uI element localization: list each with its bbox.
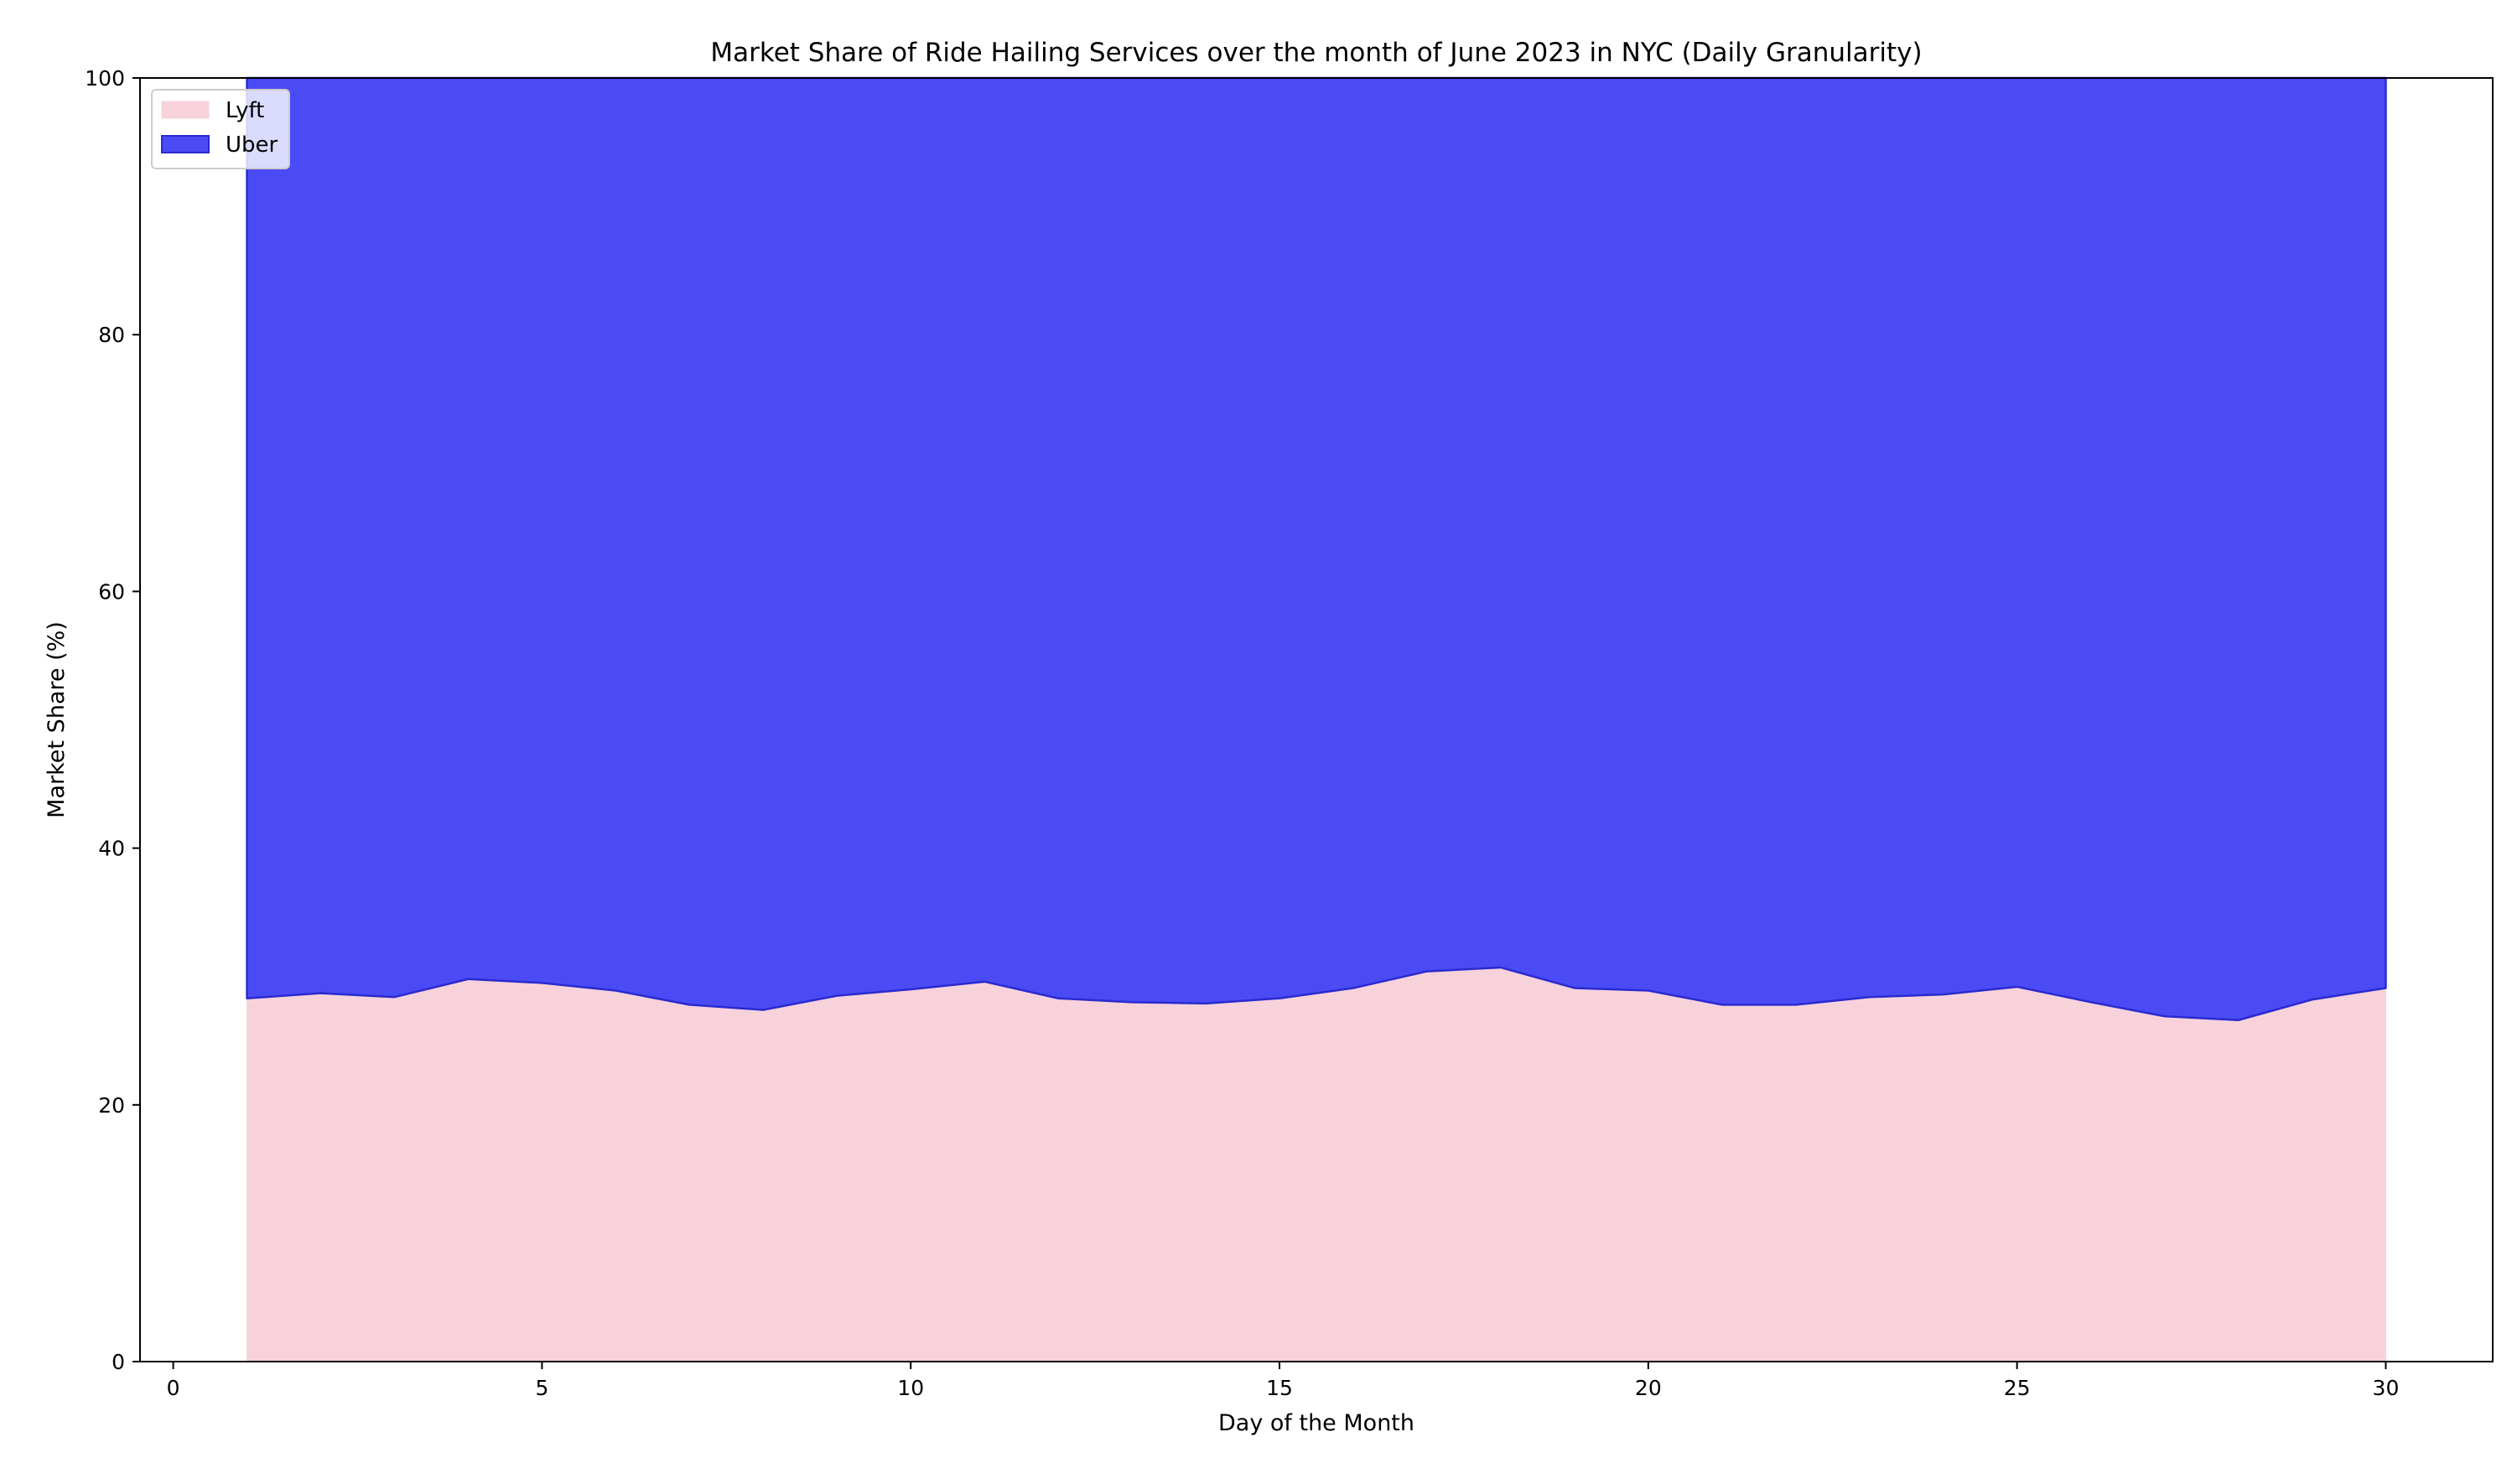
x-axis-label: Day of the Month: [1218, 1410, 1414, 1436]
x-tick-label: 30: [2373, 1376, 2400, 1400]
area-lyft: [247, 967, 2386, 1362]
y-tick-label: 80: [98, 323, 125, 347]
area-uber: [246, 76, 2387, 1021]
chart-title: Market Share of Ride Hailing Services ov…: [710, 38, 1922, 68]
areas-layer: [246, 76, 2387, 1362]
y-axis-label: Market Share (%): [44, 621, 70, 818]
y-tick-label: 100: [85, 66, 125, 91]
x-tick-label: 5: [535, 1376, 548, 1400]
plot-frame: [139, 77, 2494, 1362]
legend-label-uber: Uber: [226, 132, 278, 158]
legend-swatch-uber: [161, 135, 210, 153]
y-tick-label: 0: [112, 1350, 125, 1374]
x-tick-label: 10: [897, 1376, 924, 1400]
x-tick-label: 25: [2004, 1376, 2031, 1400]
x-tick-label: 0: [167, 1376, 180, 1400]
y-tick-label: 40: [98, 837, 125, 861]
ticks-layer: 0 5 10 15 20 25 30 0 20 40 60 80 100: [85, 66, 2399, 1400]
x-tick-label: 20: [1635, 1376, 1662, 1400]
legend-swatch-lyft: [161, 101, 210, 119]
legend: Lyft Uber: [151, 89, 290, 169]
y-tick-label: 60: [98, 579, 125, 604]
x-tick-label: 15: [1266, 1376, 1293, 1400]
y-tick-label: 20: [98, 1093, 125, 1118]
legend-label-lyft: Lyft: [226, 98, 264, 123]
